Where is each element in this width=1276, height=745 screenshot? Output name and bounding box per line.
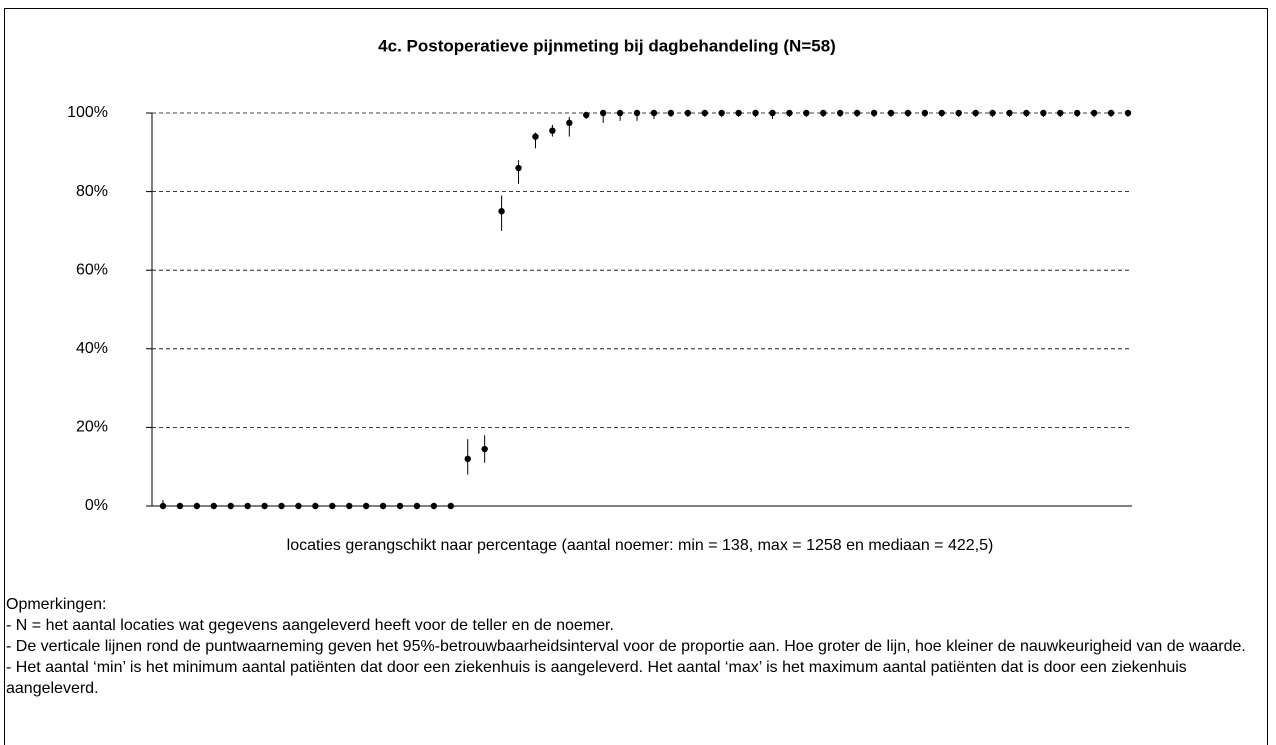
note-line: - Het aantal ‘min’ is het minimum aantal… <box>6 659 1187 697</box>
point <box>295 502 302 510</box>
point <box>244 502 251 510</box>
point <box>447 502 455 510</box>
point <box>955 109 962 117</box>
point <box>1124 109 1132 117</box>
point <box>904 109 912 117</box>
point <box>1040 109 1047 117</box>
point <box>921 109 929 117</box>
point <box>684 109 692 117</box>
point <box>515 164 522 172</box>
point <box>633 109 641 117</box>
point <box>769 109 776 117</box>
point <box>1107 109 1115 117</box>
notes-heading: Opmerkingen: <box>6 596 107 613</box>
frame <box>4 8 1268 745</box>
y-tick-label: 80% <box>76 183 108 200</box>
point <box>430 502 438 510</box>
point <box>176 502 184 510</box>
point <box>599 109 607 117</box>
x-axis-label: locaties gerangschikt naar percentage (a… <box>287 537 994 554</box>
point <box>549 127 556 134</box>
point <box>1074 109 1081 117</box>
point <box>667 109 675 117</box>
note-line: - N = het aantal locaties wat gegevens a… <box>6 617 614 634</box>
y-tick-label: 40% <box>76 340 108 357</box>
point <box>1006 109 1013 117</box>
point <box>396 502 404 510</box>
chart-title: 4c. Postoperatieve pijnmeting bij dagbeh… <box>378 36 836 55</box>
point <box>701 109 708 117</box>
point <box>379 502 387 510</box>
point <box>312 502 319 510</box>
point <box>616 109 624 117</box>
point <box>329 502 336 510</box>
point <box>1090 109 1098 117</box>
point <box>481 445 488 453</box>
point <box>650 109 658 117</box>
point <box>413 502 421 510</box>
point <box>887 109 895 117</box>
point <box>989 109 996 117</box>
point <box>566 119 573 127</box>
point <box>718 109 725 117</box>
point <box>803 109 810 117</box>
note-line: - De verticale lijnen rond de puntwaarne… <box>6 638 1246 655</box>
point <box>836 109 844 117</box>
point <box>870 109 878 117</box>
notes: Opmerkingen: - N = het aantal locaties w… <box>6 594 1268 699</box>
point <box>735 109 742 117</box>
point <box>278 502 285 510</box>
point <box>820 109 827 117</box>
y-tick-label: 60% <box>76 261 108 278</box>
point <box>532 133 539 140</box>
point <box>498 208 505 215</box>
point <box>583 111 590 119</box>
point <box>227 502 234 510</box>
point <box>1023 109 1030 117</box>
point <box>972 109 979 117</box>
point <box>362 502 370 510</box>
y-tick-label: 0% <box>85 497 108 514</box>
point <box>346 502 353 510</box>
point <box>464 455 471 463</box>
y-tick-label: 20% <box>76 419 108 436</box>
y-tick-label: 100% <box>67 104 108 121</box>
point <box>1057 109 1064 117</box>
point <box>853 109 861 117</box>
point <box>261 502 268 510</box>
point <box>159 502 167 510</box>
point <box>752 109 759 117</box>
point <box>193 502 201 510</box>
point <box>210 502 217 510</box>
point <box>938 109 945 117</box>
point <box>786 109 793 117</box>
